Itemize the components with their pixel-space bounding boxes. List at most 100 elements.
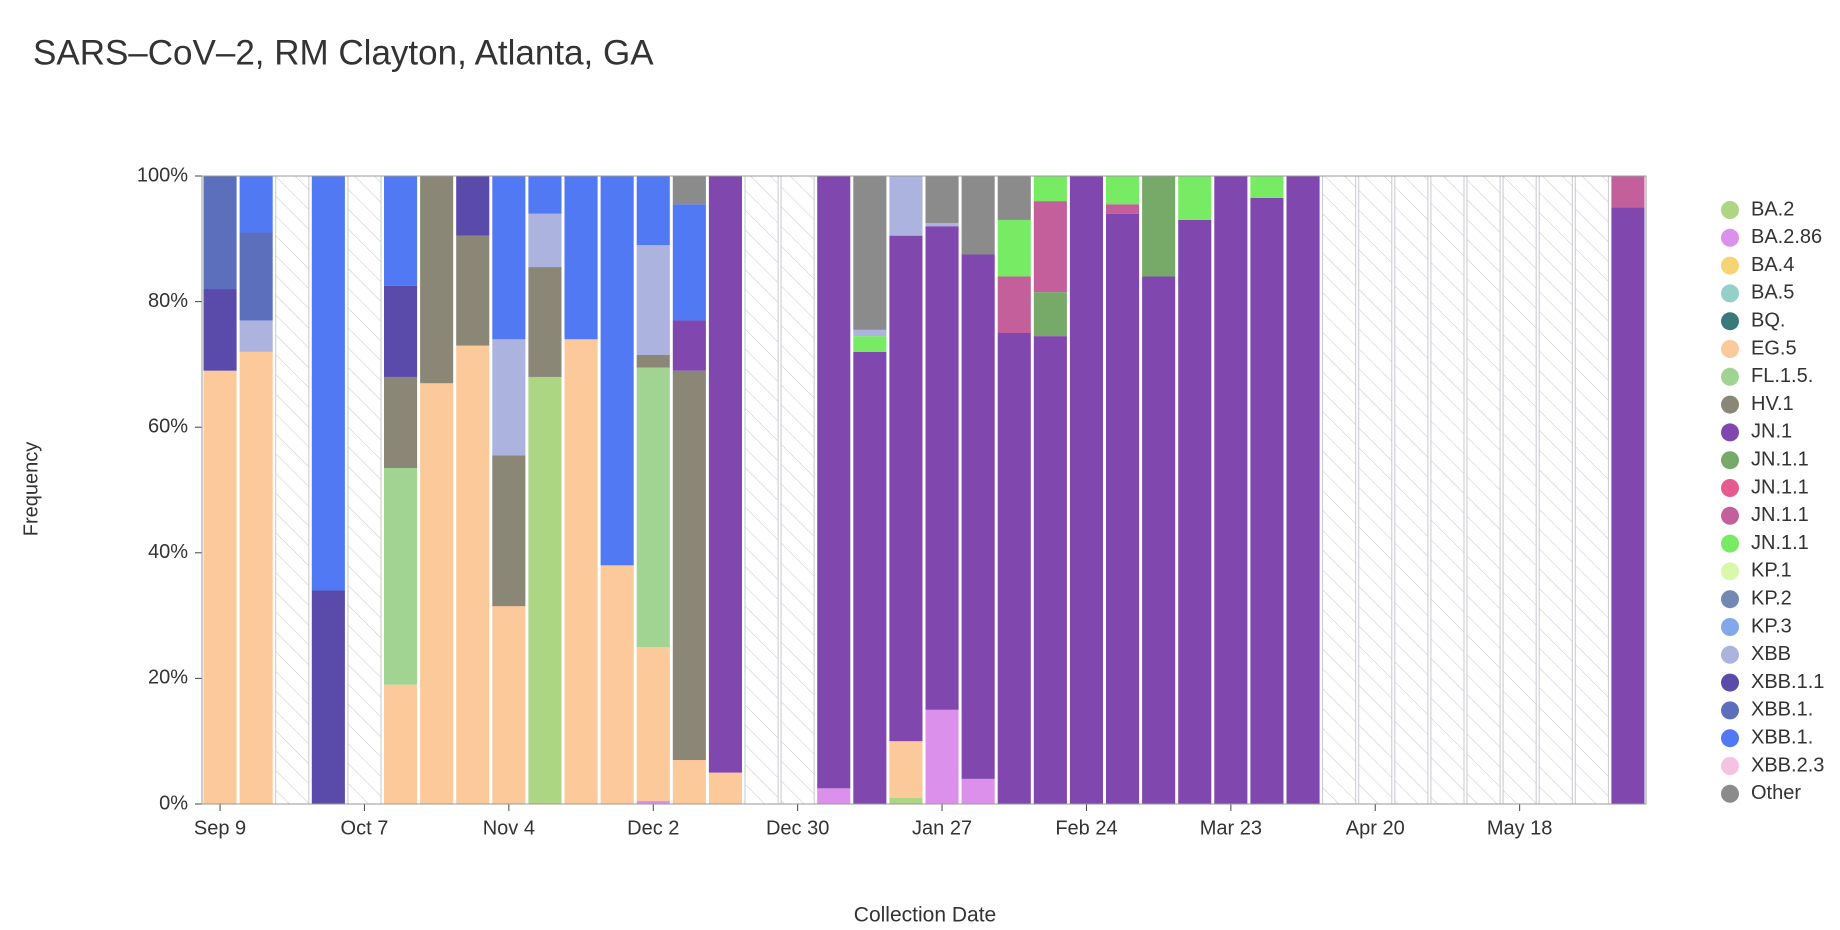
legend-label: KP.1 (1751, 560, 1792, 582)
legend-marker (1721, 673, 1739, 692)
legend-label: BA.2.86 (1751, 226, 1822, 248)
bar-segment (817, 788, 851, 804)
bar-segment (1611, 176, 1645, 208)
bar-segment (997, 276, 1031, 333)
y-axis-label: Frequency (20, 442, 42, 537)
bar-segment (708, 772, 742, 804)
bar-segment (961, 254, 995, 779)
legend-marker (1721, 590, 1739, 609)
legend-label: BQ. (1751, 309, 1785, 331)
x-tick-label: Apr 20 (1346, 817, 1405, 839)
bar-segment (1142, 176, 1176, 277)
legend-marker (1721, 451, 1739, 470)
bar-segment (384, 285, 418, 377)
legend-label: EG.5 (1751, 337, 1797, 359)
bar-segment (1106, 176, 1140, 205)
legend-marker (1721, 562, 1739, 581)
bar-segment (600, 565, 634, 804)
bar-segment (420, 176, 454, 384)
bar-segment (1250, 176, 1284, 198)
bar-segment (961, 176, 995, 255)
legend-marker (1721, 256, 1739, 275)
bar-segment (528, 267, 562, 377)
y-tick-label: 20% (148, 667, 188, 689)
bar-segment (1611, 207, 1645, 804)
no-data-bar (1394, 175, 1429, 805)
no-data-bar (744, 175, 779, 805)
y-tick-label: 60% (148, 415, 188, 437)
x-tick-label: Oct 7 (341, 817, 389, 839)
bar-segment (1069, 176, 1103, 804)
legend-marker (1721, 618, 1739, 636)
bar-segment (1214, 176, 1248, 804)
no-data-bar (1322, 175, 1357, 805)
bar-segment (420, 383, 454, 804)
no-data-bar (347, 175, 382, 805)
legend-marker (1721, 228, 1739, 247)
legend-marker (1721, 312, 1739, 331)
no-data-bar (1358, 175, 1393, 805)
no-data-bar (275, 175, 310, 805)
bar-segment (492, 339, 526, 456)
legend-label: XBB (1751, 643, 1791, 665)
legend-label: Other (1751, 782, 1801, 804)
bar-segment (997, 176, 1031, 220)
legend-label: XBB.1.1 (1751, 671, 1824, 693)
bar-segment (492, 176, 526, 340)
legend-label: HV.1 (1751, 393, 1794, 415)
bar-segment (1286, 176, 1320, 804)
legend-marker (1721, 340, 1739, 358)
bar-segment (528, 176, 562, 214)
bar-segment (528, 213, 562, 268)
x-tick-label: Nov 4 (483, 817, 535, 839)
bar-segment (239, 176, 273, 233)
bar-segment (997, 219, 1031, 277)
no-data-bar (1430, 175, 1465, 805)
legend-label: JN.1 (1751, 421, 1792, 443)
legend-label: JN.1.1 (1751, 532, 1809, 554)
legend-marker (1721, 784, 1739, 803)
legend-label: XBB.1. (1751, 699, 1813, 721)
legend-label: JN.1.1 (1751, 476, 1809, 498)
bar-segment (889, 741, 923, 798)
bar-segment (1033, 336, 1067, 804)
bar-segment (636, 245, 670, 355)
bar-segment (672, 204, 706, 321)
bar-segment (889, 797, 923, 804)
bar-segment (1033, 201, 1067, 293)
bar-segment (672, 370, 706, 761)
bar-segment (817, 176, 851, 789)
legend-marker (1721, 479, 1739, 497)
bar-segment (925, 226, 959, 710)
bar-segment (889, 235, 923, 742)
bar-segment (853, 329, 887, 337)
no-data-bar (1574, 175, 1609, 805)
legend-marker (1721, 284, 1739, 303)
legend-label: KP.3 (1751, 615, 1792, 637)
y-tick-label: 80% (148, 290, 188, 312)
legend: BA.2 BA.2.86 BA.4 BA.5 BQ. EG.5 FL.1.5. HV.1 JN.… (1721, 198, 1824, 804)
bar-segment (384, 176, 418, 286)
bar-segment (636, 800, 670, 804)
bar-segment (961, 778, 995, 804)
bar-segment (203, 370, 237, 804)
bar-segment (456, 345, 490, 804)
bar-segment (239, 351, 273, 804)
bar-segment (384, 376, 418, 469)
bar-segment (853, 336, 887, 352)
x-tick-label: Mar 23 (1200, 817, 1262, 839)
bar-segment (1178, 219, 1212, 804)
legend-marker (1721, 701, 1739, 720)
x-tick-label: Dec 2 (627, 817, 679, 839)
legend-marker (1721, 201, 1739, 219)
plot-area (203, 175, 1645, 805)
bar-segment (564, 339, 598, 804)
bar-segment (1106, 213, 1140, 804)
legend-marker (1721, 367, 1739, 386)
legend-label: KP.2 (1751, 587, 1792, 609)
bar-segment (239, 232, 273, 321)
bar-segment (853, 176, 887, 330)
legend-label: FL.1.5. (1751, 365, 1813, 387)
bar-segment (925, 709, 959, 804)
